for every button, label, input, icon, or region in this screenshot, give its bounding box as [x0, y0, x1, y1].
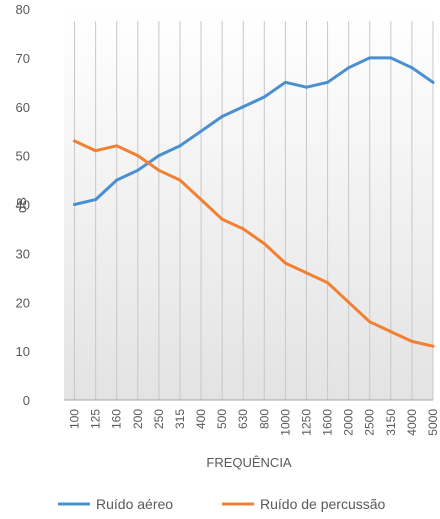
legend: Ruído aéreo Ruído de percussão [58, 496, 386, 512]
series-1-point-4000 [410, 339, 414, 343]
y-tick-label: 80 [16, 2, 30, 17]
y-axis-title: dB [14, 197, 29, 213]
series-1-point-125 [94, 149, 98, 153]
series-1-point-160 [115, 144, 119, 148]
legend-label-ruido-percussao: Ruído de percussão [260, 496, 386, 512]
series-0-point-315 [178, 144, 182, 148]
series-line-0 [73, 56, 435, 206]
x-axis-ticks: 100 125 160 200 250 315 400 500 630 800 1000 1250 16… [68, 409, 440, 436]
x-tick-label-315: 315 [173, 409, 187, 429]
series-1-point-315 [178, 178, 182, 182]
series-1-point-500 [220, 217, 224, 221]
y-tick-label: 30 [16, 246, 30, 261]
series-0-point-630 [241, 105, 245, 109]
x-tick-label-3150: 3150 [384, 409, 398, 436]
series-0-point-125 [94, 198, 98, 202]
series-1-point-800 [262, 242, 266, 246]
x-tick-label-125: 125 [89, 409, 103, 429]
x-tick-label-630: 630 [236, 409, 250, 429]
series-0-point-200 [136, 168, 140, 172]
series-1-point-1250 [304, 271, 308, 275]
series-0-point-500 [220, 115, 224, 119]
x-tick-label-5000: 5000 [426, 409, 440, 436]
gridlines [64, 21, 434, 401]
x-tick-label-200: 200 [131, 409, 145, 429]
x-tick-label-1000: 1000 [278, 409, 292, 436]
x-axis-title: FREQUÊNCIA [206, 455, 292, 470]
y-tick-label: 50 [16, 149, 30, 164]
series-1-point-1000 [283, 261, 287, 265]
series-0-point-1250 [304, 85, 308, 89]
series-1-point-2000 [347, 300, 351, 304]
series-0-point-4000 [410, 66, 414, 70]
series-1-point-1600 [326, 281, 330, 285]
series-1-point-200 [136, 154, 140, 158]
series-0-point-1600 [326, 80, 330, 84]
series-1-point-3150 [389, 330, 393, 334]
series-0-point-2000 [347, 66, 351, 70]
y-tick-label: 10 [16, 344, 30, 359]
plot-area [64, 9, 433, 400]
series-0-point-160 [115, 178, 119, 182]
x-tick-label-1250: 1250 [299, 409, 313, 436]
series-lines [73, 56, 435, 348]
series-0-point-100 [73, 203, 77, 206]
y-axis-ticks: 0 10 20 30 40 50 60 70 80 [16, 2, 30, 408]
series-0-point-5000 [431, 80, 435, 84]
x-tick-label-1600: 1600 [321, 409, 335, 436]
series-line-1 [73, 139, 435, 348]
y-tick-label: 40 [16, 198, 30, 213]
series-0-point-250 [157, 154, 161, 158]
series-1-point-630 [241, 227, 245, 231]
series-1-point-400 [199, 198, 203, 202]
series-1-point-5000 [431, 344, 435, 348]
legend-label-ruido-aereo: Ruído aéreo [96, 496, 173, 512]
series-0-point-3150 [389, 56, 393, 60]
series-0-point-400 [199, 129, 203, 133]
x-tick-label-500: 500 [215, 409, 229, 429]
series-1-point-100 [73, 139, 77, 143]
y-tick-label: 70 [16, 51, 30, 66]
series-0-point-1000 [283, 80, 287, 84]
x-tick-label-800: 800 [257, 409, 271, 429]
series-0-point-800 [262, 95, 266, 99]
x-tick-label-2500: 2500 [363, 409, 377, 436]
x-tick-label-250: 250 [152, 409, 166, 429]
series-0-point-2500 [368, 56, 372, 60]
series-1-point-250 [157, 168, 161, 172]
x-tick-label-4000: 4000 [405, 409, 419, 436]
y-tick-label: 60 [16, 100, 30, 115]
y-tick-label: 0 [23, 393, 30, 408]
x-tick-label-100: 100 [68, 409, 82, 429]
series-1-point-2500 [368, 320, 372, 324]
y-tick-label: 20 [16, 295, 30, 310]
x-tick-label-400: 400 [194, 409, 208, 429]
x-tick-label-160: 160 [110, 409, 124, 429]
x-tick-label-2000: 2000 [342, 409, 356, 436]
